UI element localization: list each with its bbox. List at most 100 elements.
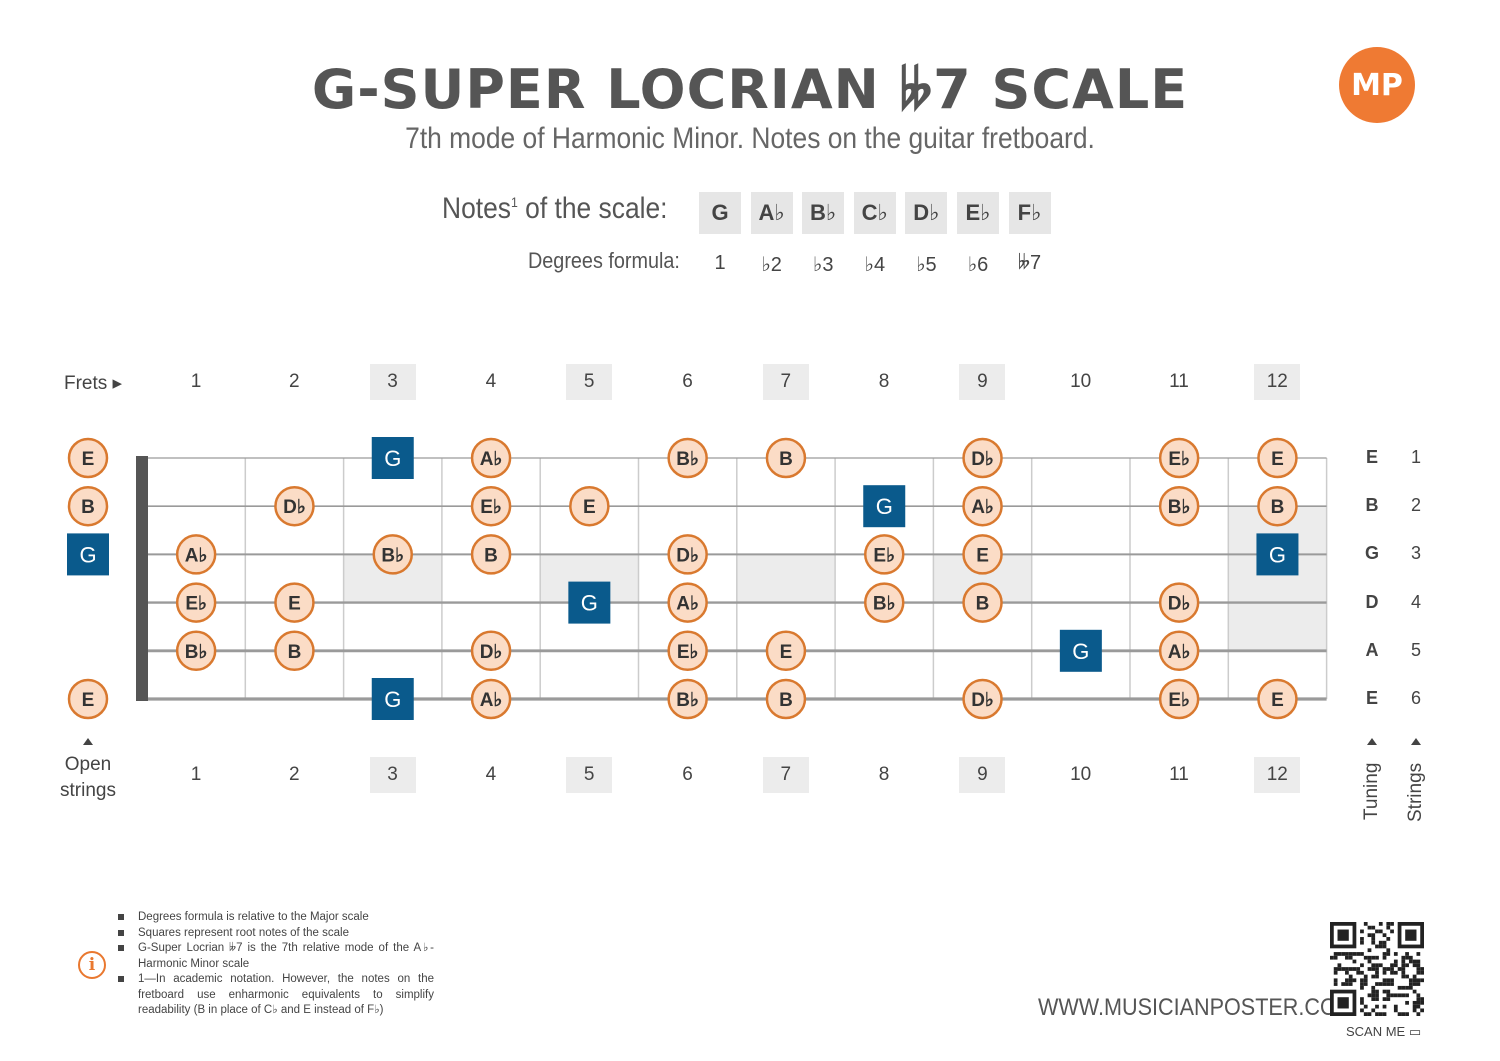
note-circle <box>67 678 109 720</box>
note-circle <box>372 534 413 575</box>
note-label: E <box>82 690 95 711</box>
note-label: E♭ <box>1168 690 1190 711</box>
root-note-label: G <box>79 542 96 567</box>
note-label: D♭ <box>676 545 699 566</box>
note-circle <box>667 534 708 575</box>
note-circle <box>765 437 807 479</box>
note-label: A♭ <box>480 690 503 711</box>
note-circle <box>470 678 512 720</box>
root-note-label: G <box>1072 639 1089 664</box>
fret-number-top: 7 <box>762 364 809 400</box>
root-note-label: G <box>384 446 401 471</box>
fret-number-bottom: 3 <box>369 757 416 793</box>
note-circle <box>667 437 708 479</box>
note-circle <box>569 485 610 527</box>
root-note-square <box>1256 533 1299 576</box>
note-label: E♭ <box>677 642 699 663</box>
fret-inlay <box>736 554 836 603</box>
string-number: 1 <box>1410 447 1421 467</box>
scale-degree: ♭5 <box>916 254 937 276</box>
note-label: D♭ <box>480 642 503 663</box>
tuning-note: G <box>1364 543 1379 564</box>
note-circle <box>274 630 315 672</box>
tuning-label: Tuning <box>1361 762 1382 820</box>
fret-number-bottom: 4 <box>485 764 497 785</box>
note-label: B <box>779 690 793 711</box>
footnotes: Degrees formula is relative to the Major… <box>118 910 434 1019</box>
note-circle <box>667 582 708 623</box>
scale-degree: ♭2 <box>761 254 782 276</box>
fret-number-bottom: 8 <box>878 764 890 785</box>
note-circle <box>1158 582 1200 623</box>
note-label: D♭ <box>971 449 994 470</box>
note-circle <box>667 678 708 720</box>
note-circle <box>470 485 512 527</box>
note-label: E♭ <box>1168 449 1190 470</box>
note-label: E♭ <box>480 497 502 518</box>
nut <box>136 456 148 701</box>
note-label: B <box>1271 497 1285 518</box>
tuning-note: E <box>1365 447 1378 467</box>
root-note-label: G <box>581 591 598 616</box>
fret-number-top: 10 <box>1070 371 1092 392</box>
tuning-note: D <box>1365 591 1379 612</box>
fret-number-bottom: 1 <box>190 764 202 785</box>
string-number: 5 <box>1410 639 1421 660</box>
root-note-square <box>863 485 906 528</box>
footnote-item: 1—In academic notation. However, the not… <box>118 972 434 1019</box>
fret-number-top: 11 <box>1169 371 1189 392</box>
scale-note-box: C♭ <box>853 192 896 234</box>
scale-note-box: A♭ <box>750 192 793 234</box>
fret-inlay <box>933 554 1032 603</box>
fret-number-top: 12 <box>1254 364 1301 400</box>
note-circle <box>1257 678 1298 720</box>
note-circle <box>864 582 905 623</box>
note-circle <box>1158 437 1200 479</box>
note-label: B♭ <box>1168 497 1191 518</box>
fret-number-bottom: 11 <box>1169 764 1189 785</box>
note-label: A♭ <box>480 449 503 470</box>
note-circle <box>667 630 708 672</box>
scale-note-box: F♭ <box>1008 192 1051 234</box>
scale-degree: 𝄫7 <box>1018 252 1042 274</box>
note-circle <box>175 534 217 575</box>
scale-degree: ♭6 <box>967 254 989 276</box>
note-label: E <box>288 594 301 615</box>
note-circle <box>1158 485 1200 527</box>
root-note-square <box>67 533 109 576</box>
note-circle <box>962 437 1003 479</box>
scale-note-box: D♭ <box>905 192 948 234</box>
scan-me-label: SCAN ME ▭ <box>1346 1024 1422 1039</box>
root-note-label: G <box>384 687 401 712</box>
website-link[interactable]: WWW.MUSICIANPOSTER.COM <box>1038 994 1355 1021</box>
string-number: 2 <box>1410 495 1421 516</box>
qr-code-icon[interactable] <box>1330 922 1424 1016</box>
fret-number-top: 2 <box>289 371 300 392</box>
fret-number-bottom: 2 <box>289 764 300 785</box>
notes-label: Notes1 of the scale: <box>442 192 668 225</box>
note-circle <box>67 437 109 479</box>
fret-number-bottom: 6 <box>682 764 693 785</box>
note-label: D♭ <box>971 690 994 711</box>
strings-arrow-icon <box>1411 738 1421 745</box>
note-circle <box>962 485 1003 527</box>
page-subtitle: 7th mode of Harmonic Minor. Notes on the… <box>405 122 1095 155</box>
string-number: 3 <box>1410 543 1421 564</box>
fret-inlay-double <box>1228 506 1327 651</box>
scale-degree: 1 <box>714 252 726 274</box>
page-title: G-SUPER LOCRIAN 𝄫7 SCALE <box>311 58 1189 121</box>
tuning-note: E <box>1365 688 1378 708</box>
note-circle <box>1257 437 1298 479</box>
fret-number-bottom: 12 <box>1254 757 1301 793</box>
note-label: B♭ <box>185 642 208 663</box>
note-label: E <box>82 449 95 470</box>
note-label: A♭ <box>676 594 699 615</box>
frets-label: Frets ▸ <box>64 373 123 394</box>
brand-logo[interactable]: MP <box>1339 47 1415 123</box>
note-label: D♭ <box>1168 594 1191 615</box>
strings-label: Strings <box>1405 762 1426 822</box>
note-label: A♭ <box>971 497 994 518</box>
note-circle <box>67 485 109 527</box>
note-circle <box>1257 485 1298 527</box>
root-note-label: G <box>876 494 893 519</box>
